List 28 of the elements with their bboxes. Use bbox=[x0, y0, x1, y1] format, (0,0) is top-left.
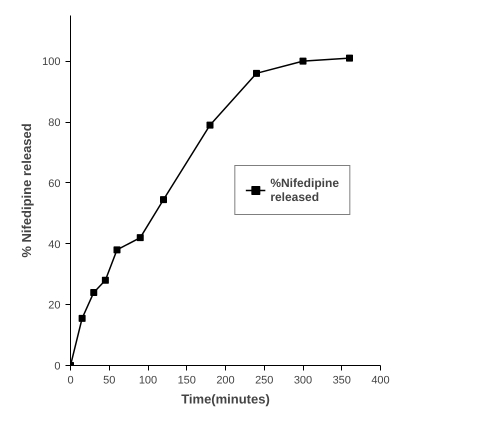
x-tick-label: 350 bbox=[332, 374, 351, 386]
x-tick-label: 400 bbox=[371, 374, 390, 386]
x-tick-label: 0 bbox=[67, 374, 74, 386]
point bbox=[206, 122, 214, 129]
y-tick-label: 80 bbox=[48, 117, 61, 130]
x-tick-label: 50 bbox=[103, 374, 116, 386]
x-tick-label: 100 bbox=[138, 374, 158, 386]
point bbox=[300, 58, 306, 65]
x-tick-label: 200 bbox=[216, 374, 235, 386]
point bbox=[102, 276, 109, 284]
point bbox=[253, 70, 260, 77]
x-axis-title: Time(minutes) bbox=[181, 392, 270, 406]
point bbox=[346, 54, 353, 62]
x-tick-label: 150 bbox=[178, 374, 196, 386]
y-axis-title: % Nifedipine released bbox=[19, 123, 34, 258]
point bbox=[90, 288, 98, 296]
y-tick-label: 60 bbox=[48, 178, 61, 190]
point bbox=[136, 234, 144, 242]
point bbox=[114, 246, 120, 254]
point bbox=[78, 314, 86, 322]
y-tick-label: 0 bbox=[54, 360, 61, 372]
y-tick-label: 20 bbox=[48, 300, 61, 312]
y-tick-label: 100 bbox=[42, 56, 61, 68]
y-tick-label: 40 bbox=[48, 238, 61, 251]
x-tick-label: 250 bbox=[255, 374, 274, 386]
x-tick-label: 300 bbox=[294, 374, 312, 386]
legend-label: %Nifedipine released bbox=[270, 176, 339, 204]
point bbox=[160, 196, 167, 204]
